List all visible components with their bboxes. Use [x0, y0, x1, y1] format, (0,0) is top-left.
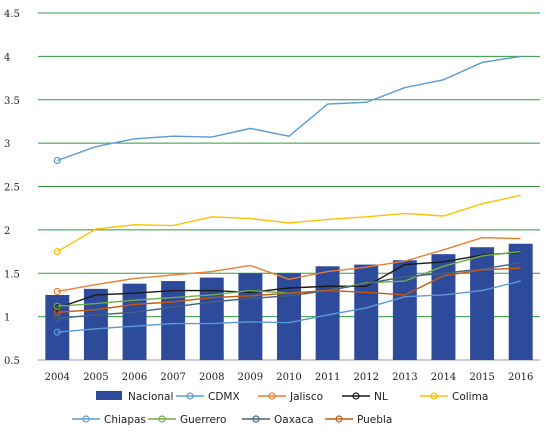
y-tick-label: 2.5: [4, 183, 20, 194]
y-axis-ticks: 0.5 1 1.5 2 2.5 3 3.5 4 4.5: [4, 9, 20, 367]
legend-label-cdmx: CDMX: [208, 391, 240, 403]
legend-marker-chiapas: [82, 415, 90, 423]
bar-nacional-2007: [161, 281, 186, 360]
legend-marker-oaxaca: [252, 415, 260, 423]
legend-label-nacional: Nacional: [128, 391, 173, 403]
x-axis-ticks: 2004 2005 2006 2007 2008 2009 2010 2011 2012 2013…: [45, 372, 534, 383]
line-jalisco: [57, 236, 521, 293]
line-chiapas: [57, 280, 521, 333]
bar-nacional-2006: [122, 283, 147, 360]
legend-marker-cdmx: [186, 392, 194, 400]
bar-nacional-2014: [431, 254, 456, 360]
y-tick-label: 3: [4, 139, 10, 150]
x-tick-label: 2012: [354, 372, 379, 383]
line-oaxaca: [57, 262, 521, 320]
grid-lines: [38, 12, 540, 361]
legend-swatch-nacional: [96, 391, 122, 400]
y-tick-label: 0.5: [4, 356, 20, 367]
marker-cdmx: [53, 156, 61, 165]
bar-nacional-2005: [83, 288, 108, 360]
legend-marker-puebla: [335, 415, 343, 423]
x-tick-label: 2013: [392, 372, 417, 383]
legend-marker-guerrero: [158, 415, 166, 423]
marker-chiapas: [53, 328, 61, 336]
legend-label-guerrero: Guerrero: [180, 414, 226, 426]
line-nl: [57, 251, 521, 309]
legend-label-colima: Colima: [452, 391, 488, 403]
legend-label-jalisco: Jalisco: [289, 391, 323, 403]
legend-marker-colima: [430, 392, 438, 400]
x-tick-label: 2011: [315, 372, 340, 383]
legend-label-chiapas: Chiapas: [104, 414, 146, 426]
bar-series-nacional: [45, 243, 533, 360]
legend-label-oaxaca: Oaxaca: [274, 414, 314, 426]
x-tick-label: 2006: [122, 372, 147, 383]
bar-nacional-2013: [392, 260, 417, 360]
x-tick-label: 2004: [45, 372, 70, 383]
y-tick-label: 1: [4, 313, 10, 324]
x-tick-label: 2016: [508, 372, 533, 383]
line-puebla: [57, 267, 521, 313]
x-tick-label: 2008: [199, 372, 224, 383]
bar-nacional-2012: [354, 264, 379, 360]
y-tick-label: 2: [4, 226, 10, 237]
line-cdmx: [57, 55, 521, 162]
x-tick-label: 2014: [431, 372, 456, 383]
bar-nacional-2010: [277, 273, 301, 360]
legend-label-nl: NL: [374, 391, 388, 403]
marker-colima: [53, 247, 61, 256]
x-tick-label: 2007: [160, 372, 185, 383]
bar-nacional-2016: [508, 243, 533, 360]
legend-marker-jalisco: [268, 392, 276, 400]
y-tick-label: 3.5: [4, 96, 20, 107]
marker-jalisco: [53, 287, 61, 296]
legend-marker-nl: [352, 392, 360, 400]
y-tick-label: 4: [4, 52, 10, 63]
legend-label-puebla: Puebla: [357, 414, 392, 426]
x-tick-label: 2005: [83, 372, 108, 383]
y-tick-label: 1.5: [4, 269, 20, 280]
y-tick-label: 4.5: [4, 9, 20, 20]
line-series: [53, 55, 521, 336]
x-tick-label: 2009: [238, 372, 263, 383]
bar-nacional-2009: [238, 273, 263, 360]
line-colima: [56, 194, 521, 253]
legend: Nacional CDMX Jalisco NL Colima Chiapas Guerre…: [72, 391, 488, 426]
marker-puebla: [53, 308, 61, 316]
x-tick-label: 2015: [469, 372, 494, 383]
x-tick-label: 2010: [276, 372, 301, 383]
bar-nacional-2015: [470, 247, 495, 360]
